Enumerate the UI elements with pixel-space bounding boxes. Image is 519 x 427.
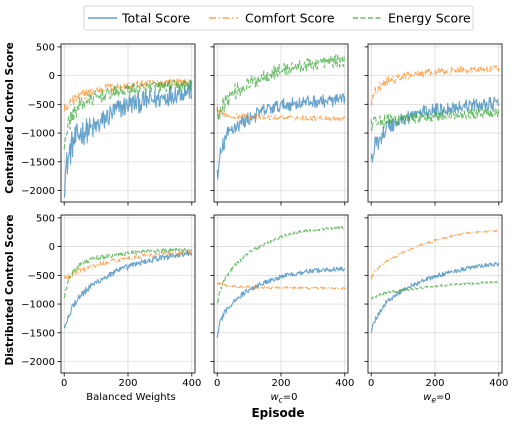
col-label-wc0: wc=0 [270,392,297,405]
series-group [370,229,500,333]
series-line-energy-score [216,225,346,304]
y-tick-label: 500 [36,42,55,53]
panel-centralized-control-score-w-c-0 [210,43,349,206]
legend-box [83,5,474,31]
series-group [63,247,193,329]
y-tick-label: 500 [36,213,55,224]
y-tick-label: 0 [49,71,55,82]
legend-label-energy-score: Energy Score [388,11,471,26]
series-line-total-score [63,251,193,329]
x-tick-label: 400 [335,378,354,389]
x-tick-label: 200 [271,378,290,389]
y-tick-label: −500 [28,100,55,111]
panel-distributed-control-score-w-c-0: 0 200 400 [210,214,354,389]
series-line-energy-score [63,79,193,150]
panels: 500 0 −500 −1000 −1500 −2000 0 200 400 500 0 −500 −1… [21,42,508,389]
series-line-comfort-score [217,282,346,290]
series-line-comfort-score [216,109,346,122]
series-line-comfort-score [63,78,193,112]
x-axis-title: Episode [251,406,304,420]
x-tick-label: 200 [425,378,444,389]
legend: Total Score Comfort Score Energy Score [83,5,474,31]
series-group [216,54,346,180]
series-line-energy-score [370,107,500,132]
y-tick-label: −1500 [21,157,55,168]
col-label-we0: we=0 [423,392,451,405]
x-tick-label: 0 [61,378,67,389]
panel-distributed-control-score-balanced-weights: 0 200 400 500 0 −500 −1000 −1500 −2000 [21,213,201,389]
x-tick-label: 0 [368,378,374,389]
legend-label-comfort-score: Comfort Score [245,11,335,26]
row-label-centralized: Centralized Control Score [4,42,16,194]
series-line-energy-score [63,247,193,299]
y-tick-label: −2000 [21,357,55,368]
panel-centralized-control-score-balanced-weights: 500 0 −500 −1000 −1500 −2000 [21,42,196,206]
panel-distributed-control-score-w-e-0: 0 200 400 [364,214,508,389]
legend-label-total-score: Total Score [121,11,190,26]
x-tick-label: 200 [118,378,137,389]
series-group [370,65,500,163]
series-line-energy-score [216,54,346,122]
panel-centralized-control-score-w-e-0 [364,43,503,206]
y-tick-label: −1000 [21,300,55,311]
series-line-total-score [216,93,346,180]
x-tick-label: 400 [182,378,201,389]
y-tick-label: −500 [28,271,55,282]
series-line-comfort-score [370,229,500,280]
y-tick-label: −2000 [21,186,55,197]
x-tick-label: 400 [489,378,508,389]
y-tick-label: 0 [49,242,55,253]
series-group [63,78,193,198]
series-line-total-score [63,79,193,198]
row-label-distributed: Distributed Control Score [4,214,16,365]
y-tick-label: −1500 [21,328,55,339]
series-group [216,225,346,339]
col-label-balanced-weights: Balanced Weights [86,392,175,403]
y-tick-label: −1000 [21,129,55,140]
x-tick-label: 0 [214,378,220,389]
series-line-total-score [216,266,345,339]
series-line-energy-score [370,280,500,300]
series-line-comfort-score [64,250,193,280]
series-line-total-score [370,261,500,333]
